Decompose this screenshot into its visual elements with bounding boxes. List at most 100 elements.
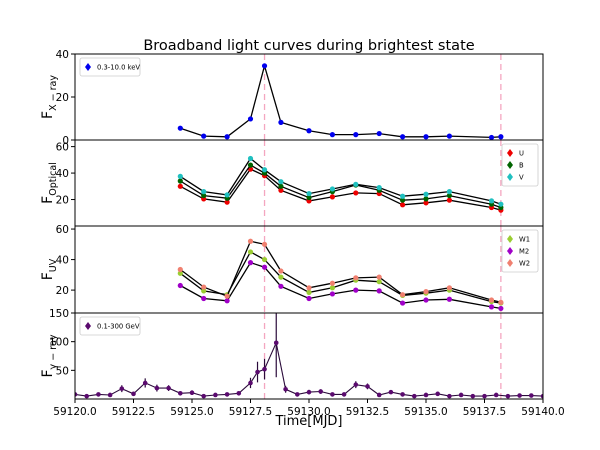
y-tick-label: 60 xyxy=(56,142,69,154)
data-point xyxy=(329,280,335,286)
x-tick-label: 59125.0 xyxy=(170,406,213,418)
data-point xyxy=(224,293,230,299)
data-point xyxy=(96,392,101,397)
legend-label: U xyxy=(519,150,524,158)
data-point xyxy=(498,134,504,140)
data-point xyxy=(540,393,543,399)
series-W2 xyxy=(177,238,504,305)
data-point xyxy=(412,393,417,399)
legend-marker xyxy=(507,161,513,169)
data-point xyxy=(517,393,522,398)
data-point xyxy=(353,382,359,387)
data-point xyxy=(278,274,284,280)
data-point xyxy=(261,241,268,247)
panel-4: 50 100 150 Fγ − ray 0.1-300 GeV xyxy=(40,308,544,400)
data-point xyxy=(224,134,230,140)
data-point xyxy=(247,162,254,168)
x-tick-label: 59120.0 xyxy=(53,406,96,418)
data-point xyxy=(177,125,183,131)
y-tick-label: 20 xyxy=(56,285,69,297)
legend-marker xyxy=(85,322,91,330)
panel-2: 20 40 60 FOptical UBV xyxy=(40,139,544,227)
data-point xyxy=(376,392,382,398)
data-point xyxy=(177,183,183,189)
data-point xyxy=(306,128,312,134)
data-point xyxy=(329,194,335,200)
data-point xyxy=(295,392,300,397)
x-tick-label: 59127.5 xyxy=(229,406,272,418)
series-0.1-300 GeV xyxy=(75,313,543,399)
panel-1: 0 20 40 FX − ray 0.3-10.0 keV xyxy=(40,49,544,147)
legend-label: W2 xyxy=(519,260,530,268)
y-axis-label: Fγ − ray xyxy=(40,334,59,377)
data-point xyxy=(458,392,464,398)
x-tick-label: 59137.5 xyxy=(463,406,506,418)
legend: W1 M2 W2 xyxy=(501,229,539,273)
data-point xyxy=(262,366,267,372)
y-tick-label: 0 xyxy=(62,135,69,147)
panel-frame xyxy=(74,139,544,227)
data-point xyxy=(400,300,406,306)
data-point xyxy=(213,392,218,398)
legend-label: V xyxy=(519,174,524,182)
data-point xyxy=(261,63,268,69)
x-axis-label: Time[MJD] xyxy=(274,414,342,429)
data-point xyxy=(224,298,230,304)
data-point xyxy=(376,130,382,137)
legend-label: 0.3-10.0 keV xyxy=(97,64,140,72)
data-point xyxy=(224,392,230,397)
y-axis-label: FOptical xyxy=(40,162,59,204)
data-point xyxy=(261,167,268,173)
data-point xyxy=(353,132,359,138)
y-tick-label: 60 xyxy=(56,224,69,236)
data-point xyxy=(400,134,406,140)
data-point xyxy=(423,297,429,303)
data-point xyxy=(177,173,183,179)
data-point xyxy=(306,285,312,291)
legend-box xyxy=(79,57,141,77)
y-tick-label: 50 xyxy=(56,365,69,377)
y-tick-label: 150 xyxy=(49,308,69,320)
legend: 0.1-300 GeV xyxy=(79,316,141,336)
x-tick-label: 59132.5 xyxy=(346,406,389,418)
data-point xyxy=(278,179,284,185)
data-point xyxy=(306,389,312,395)
y-tick-label: 100 xyxy=(49,337,69,349)
data-point xyxy=(488,297,495,303)
data-point xyxy=(493,392,499,398)
data-point xyxy=(255,369,260,375)
x-tick-label: 59135.0 xyxy=(404,406,447,418)
data-point xyxy=(376,185,382,191)
data-point xyxy=(261,256,268,263)
data-point xyxy=(278,119,284,125)
panel-frame xyxy=(74,53,544,141)
data-point xyxy=(400,202,406,208)
data-point xyxy=(353,181,359,187)
data-point xyxy=(201,393,206,399)
data-point xyxy=(278,283,284,289)
data-point xyxy=(247,238,254,244)
data-point xyxy=(247,260,254,266)
data-point xyxy=(498,305,504,312)
legend-label: W1 xyxy=(519,236,530,244)
data-point xyxy=(247,155,254,162)
data-point xyxy=(178,390,183,396)
data-point xyxy=(400,193,406,199)
data-point xyxy=(388,389,394,395)
data-point xyxy=(201,295,207,302)
series-M2 xyxy=(177,260,504,312)
data-point xyxy=(423,134,429,140)
data-point xyxy=(400,392,405,397)
data-point xyxy=(423,191,429,197)
data-point xyxy=(488,134,495,140)
legend-box xyxy=(79,316,141,336)
data-point xyxy=(435,391,441,397)
legend-marker xyxy=(85,63,91,71)
data-point xyxy=(330,392,335,397)
data-point xyxy=(306,295,312,302)
data-point xyxy=(166,385,171,391)
legend-label: B xyxy=(519,162,524,170)
y-tick-label: 40 xyxy=(56,49,69,61)
data-point xyxy=(131,391,136,397)
data-point xyxy=(177,282,183,289)
